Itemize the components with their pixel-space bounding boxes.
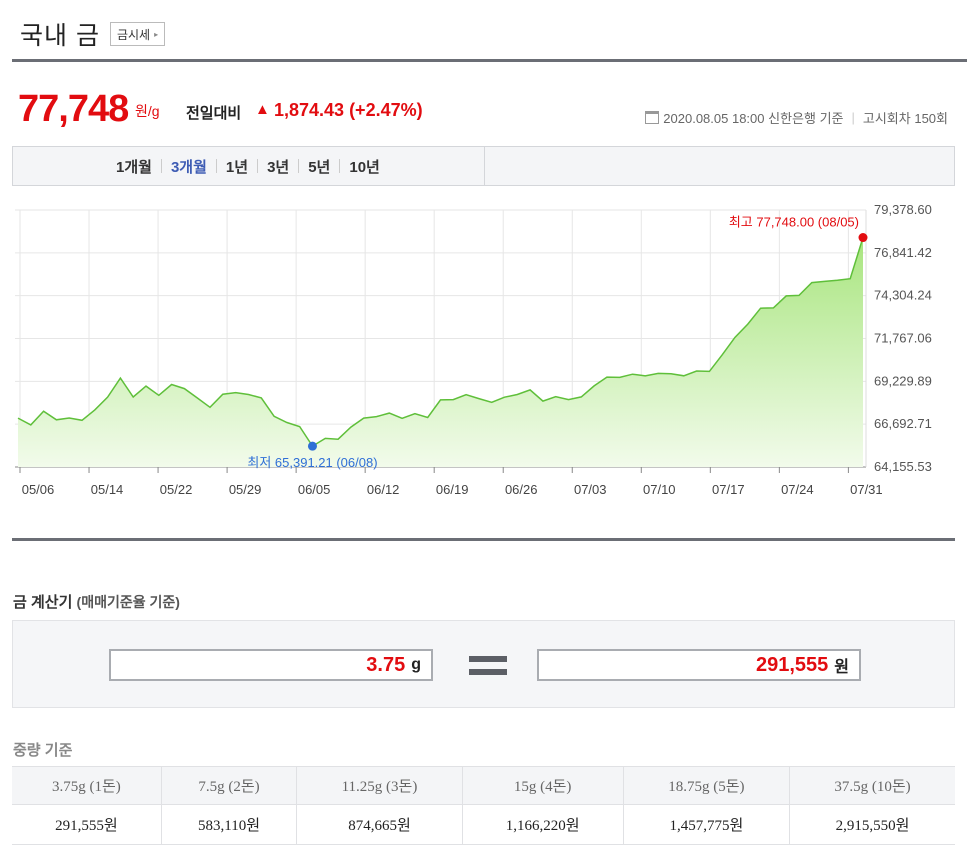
price-unit: 원/g: [135, 103, 160, 119]
x-tick-label: 05/29: [229, 482, 262, 497]
weight-title: 중량 기준: [13, 742, 73, 759]
x-tick-label: 06/26: [505, 482, 538, 497]
x-tick-label: 07/24: [781, 482, 814, 497]
x-tick-label: 05/22: [160, 482, 193, 497]
y-tick-label: 71,767.06: [874, 331, 932, 346]
x-tick-label: 07/10: [643, 482, 676, 497]
price-summary: 77,748 원/g 전일대비 ▲ 1,874.43 (+2.47%) 2020…: [18, 88, 958, 130]
change-value: 1,874.43 (+2.47%): [274, 100, 423, 120]
y-tick-label: 64,155.53: [874, 459, 932, 474]
min-point: [307, 441, 317, 451]
notice-round: 고시회차 150회: [862, 111, 948, 126]
grams-input[interactable]: 3.75 g: [109, 649, 433, 681]
weight-value-cell: 1,457,775원: [622, 804, 790, 845]
period-tabs: 1개월 3개월 1년 3년 5년 10년: [107, 147, 389, 185]
x-tick-label: 06/12: [367, 482, 400, 497]
won-input[interactable]: 291,555 원: [537, 649, 861, 681]
won-value: 291,555: [755, 653, 829, 676]
won-unit: 원: [834, 659, 849, 676]
max-point: [858, 233, 868, 243]
tab-period-1[interactable]: 3개월: [170, 158, 207, 176]
y-tick-label: 66,692.71: [874, 416, 932, 431]
tab-separator: [215, 159, 217, 173]
tab-period-5[interactable]: 10년: [349, 158, 380, 176]
x-tick-label: 07/31: [850, 482, 883, 497]
calculator-title-text: 금 계산기: [13, 594, 73, 611]
gold-price-link-label: 금시세: [116, 27, 151, 42]
equals-icon-top: [469, 656, 507, 662]
weight-header-cell: 18.75g (5돈): [622, 766, 790, 805]
price-timestamp: 2020.08.05 18:00 신한은행 기준: [663, 111, 844, 126]
tab-separator: [257, 159, 259, 173]
weight-value-cell: 2,915,550원: [789, 804, 955, 845]
x-tick-label: 06/19: [436, 482, 469, 497]
tab-period-4[interactable]: 5년: [308, 158, 331, 176]
chevron-right-icon: ▸: [154, 29, 159, 39]
y-tick-label: 69,229.89: [874, 373, 932, 388]
calendar-icon: [645, 111, 660, 124]
weight-value-cell: 291,555원: [12, 804, 162, 845]
min-label: 최저 65,391.21 (06/08): [247, 455, 377, 470]
price-chart: 05/06 05/14 05/22 05/29 06/05 06/12 06/19 06/26…: [0, 195, 967, 515]
current-price: 77,748: [18, 88, 129, 130]
y-tick-label: 79,378.60: [874, 202, 932, 217]
grams-value: 3.75: [366, 653, 406, 676]
x-tick-label: 07/03: [574, 482, 607, 497]
tab-separator: [160, 159, 162, 173]
price-area: [18, 237, 863, 467]
x-tick-label: 07/17: [712, 482, 745, 497]
price-chart-svg: 05/06 05/14 05/22 05/29 06/05 06/12 06/19 06/26…: [15, 202, 932, 497]
x-tick-label: 05/14: [91, 482, 124, 497]
tab-period-2[interactable]: 1년: [225, 158, 249, 176]
weight-header-cell: 15g (4돈): [461, 766, 624, 805]
y-tick-label: 74,304.24: [874, 288, 932, 303]
change-label: 전일대비: [186, 105, 242, 122]
grams-unit: g: [411, 656, 421, 673]
period-bar-divider: [484, 147, 485, 185]
price-line: [17, 237, 864, 448]
x-tick-label: 05/06: [22, 482, 55, 497]
up-arrow-icon: ▲: [255, 101, 270, 118]
weight-table-header: 3.75g (1돈) 7.5g (2돈) 11.25g (3돈) 15g (4돈) 18…: [12, 766, 955, 805]
tab-period-3[interactable]: 3년: [267, 158, 290, 176]
x-tick-label: 06/05: [298, 482, 331, 497]
section-divider: [12, 538, 955, 541]
max-label: 최고 77,748.00 (08/05): [729, 215, 859, 230]
meta-separator: |: [851, 110, 855, 125]
title-row: 국내 금 금시세 ▸: [20, 20, 166, 50]
calculator-title: 금 계산기 (매매기준율 기준): [13, 591, 180, 612]
calculator-subtitle: (매매기준율 기준): [76, 594, 180, 610]
page-title: 국내 금: [20, 22, 100, 50]
header-divider: [12, 59, 967, 62]
weight-table-row: 291,555원 583,110원 874,665원 1,166,220원 1,457,…: [12, 804, 955, 845]
weight-value-cell: 1,166,220원: [461, 804, 624, 845]
equals-icon-bottom: [469, 669, 507, 675]
weight-header-cell: 37.5g (10돈): [789, 766, 955, 805]
tab-separator: [298, 159, 300, 173]
weight-header-cell: 7.5g (2돈): [160, 766, 297, 805]
price-meta: 2020.08.05 18:00 신한은행 기준 | 고시회차 150회: [645, 108, 948, 127]
gold-price-link[interactable]: 금시세 ▸: [109, 22, 166, 46]
y-tick-label: 76,841.42: [874, 245, 932, 260]
calculator-box: 3.75 g 291,555 원: [12, 620, 955, 708]
weight-header-cell: 3.75g (1돈): [12, 766, 162, 805]
weight-value-cell: 583,110원: [160, 804, 297, 845]
weight-value-cell: 874,665원: [296, 804, 463, 845]
tab-period-0[interactable]: 1개월: [116, 158, 152, 176]
period-selector: 1개월 3개월 1년 3년 5년 10년: [12, 146, 955, 186]
weight-header-cell: 11.25g (3돈): [296, 766, 463, 805]
weight-table: 3.75g (1돈) 7.5g (2돈) 11.25g (3돈) 15g (4돈) 18…: [12, 766, 955, 845]
tab-separator: [339, 159, 341, 173]
